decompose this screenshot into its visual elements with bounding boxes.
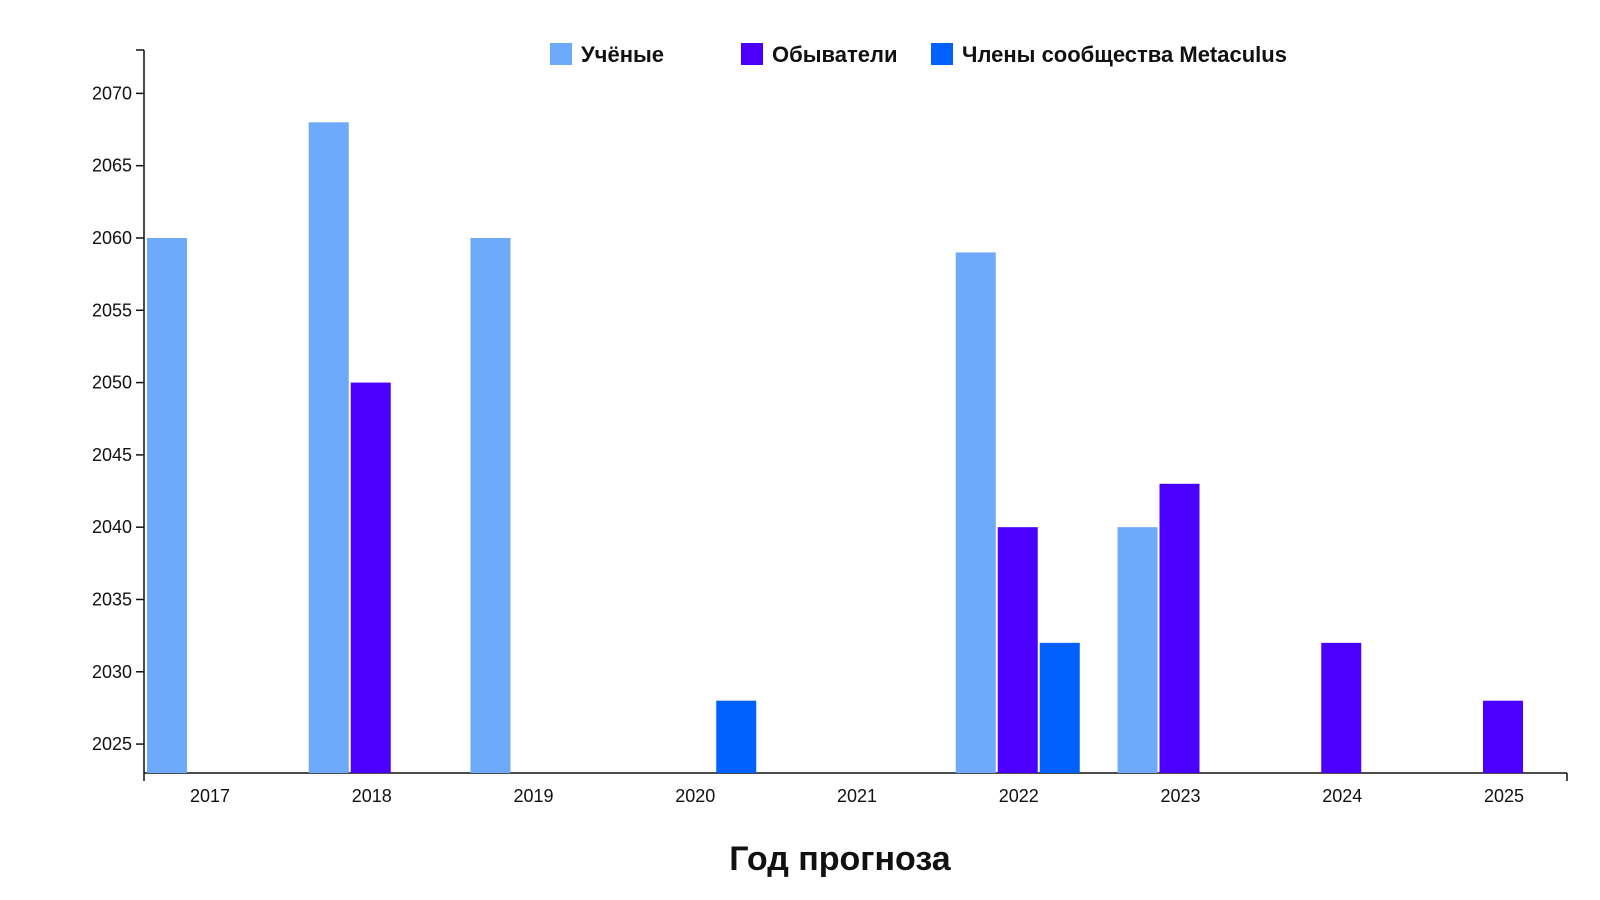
bar-2024-series-1 (1321, 642, 1362, 773)
bar-2017-series-0 (147, 237, 187, 774)
x-tick-label: 2018 (352, 786, 392, 806)
x-tick-label: 2020 (675, 786, 715, 806)
legend-label: Члены сообщества Metaculus (962, 42, 1287, 67)
x-axis-title: Год прогноза (729, 840, 951, 878)
bar-2022-series-1 (997, 527, 1038, 773)
x-axis: 2017 2018 2019 2020 2021 2022 2023 2024 2025 (143, 772, 1568, 806)
y-tick-label: 2030 (92, 662, 132, 682)
bar-2022-series-2 (1039, 642, 1080, 773)
bar-2020-series-2 (716, 700, 757, 773)
x-tick-label: 2024 (1322, 786, 1362, 806)
legend: Учёные Обыватели Члены сообщества Metaculu… (550, 42, 1287, 67)
y-tick-label: 2070 (92, 83, 132, 103)
x-tick-label: 2022 (999, 786, 1039, 806)
y-tick-label: 2050 (92, 373, 132, 393)
legend-swatch (550, 43, 572, 65)
x-tick-label: 2021 (837, 786, 877, 806)
y-tick-label: 2055 (92, 300, 132, 320)
y-axis: 2025 2030 2035 2040 2045 2050 2055 2060 2065 2070 (92, 49, 145, 773)
bar-2023-series-1 (1159, 483, 1200, 773)
bar-2022-series-0 (955, 252, 996, 773)
x-tick-label: 2017 (190, 786, 230, 806)
bars (147, 122, 1523, 774)
y-tick-label: 2045 (92, 445, 132, 465)
y-tick-label: 2025 (92, 734, 132, 754)
bar-2018-series-1 (350, 382, 391, 773)
y-tick-label: 2035 (92, 589, 132, 609)
bar-2023-series-0 (1117, 527, 1158, 773)
legend-label: Учёные (581, 42, 664, 67)
y-tick-label: 2040 (92, 517, 132, 537)
legend-swatch (741, 43, 763, 65)
x-tick-label: 2019 (513, 786, 553, 806)
y-tick-label: 2060 (92, 228, 132, 248)
legend-label: Обыватели (772, 42, 897, 67)
x-tick-label: 2025 (1484, 786, 1524, 806)
x-tick-label: 2023 (1160, 786, 1200, 806)
bar-2025-series-1 (1483, 700, 1523, 773)
bar-2019-series-0 (470, 237, 511, 774)
bar-2018-series-0 (308, 122, 349, 774)
y-tick-label: 2065 (92, 156, 132, 176)
legend-swatch (931, 43, 953, 65)
